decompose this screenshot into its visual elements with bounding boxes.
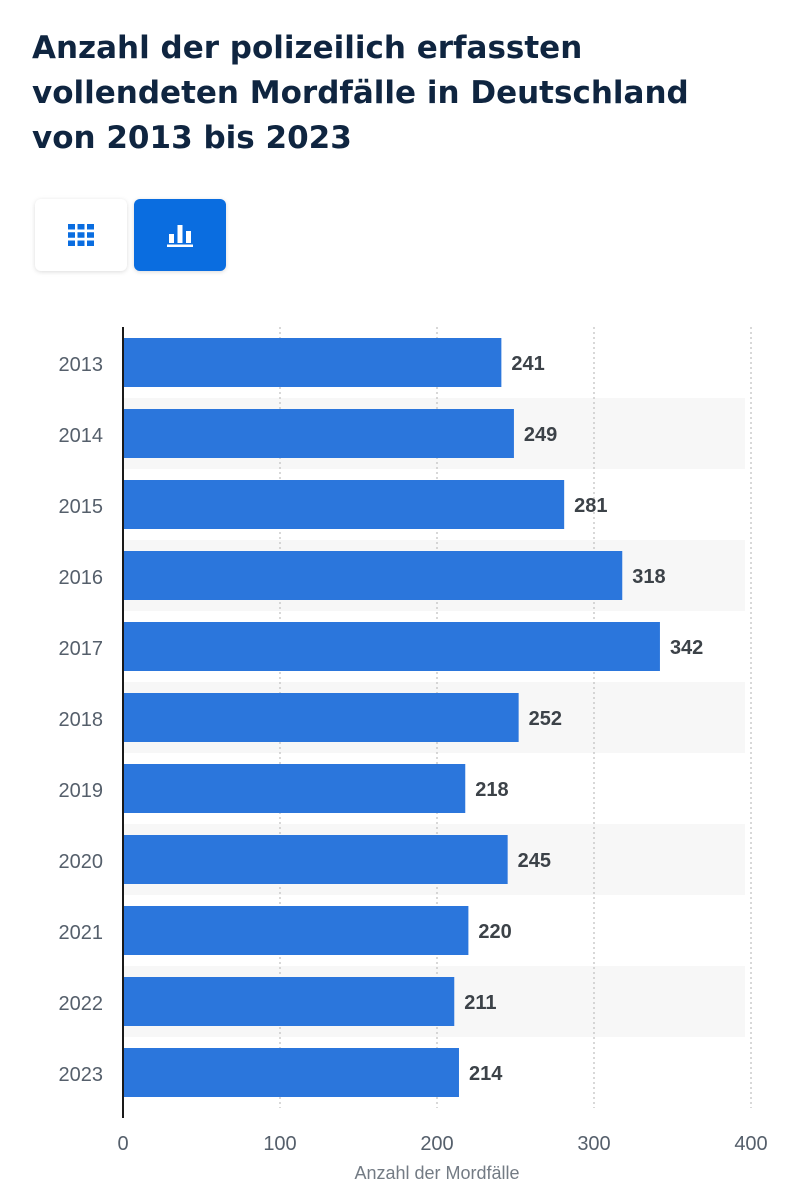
bar-2022[interactable] [123,977,455,1026]
y-tick-label-2013: 2013 [59,354,104,376]
data-label-2014: 249 [524,424,557,446]
x-axis-title: Anzahl der Mordfälle [354,1163,519,1183]
bar-2014[interactable] [123,409,514,458]
y-tick-label-2017: 2017 [59,638,104,660]
x-tick-label: 200 [420,1133,453,1155]
bar-2016[interactable] [123,551,623,600]
y-tick-label-2021: 2021 [59,922,104,944]
chart-title: Anzahl der polizeilich erfassten vollend… [32,30,689,156]
grid-icon [68,224,94,246]
data-label-2022: 211 [464,992,496,1014]
y-tick-label-2016: 2016 [59,567,104,589]
bar-2019[interactable] [123,764,466,813]
data-label-2013: 241 [511,353,544,375]
bar-chart-icon [167,225,193,247]
data-label-2019: 218 [475,779,508,801]
chart-view-button[interactable] [134,199,226,271]
y-tick-label-2020: 2020 [59,851,104,873]
bar-2021[interactable] [123,906,469,955]
y-tick-label-2019: 2019 [59,780,104,802]
data-label-2021: 220 [478,921,511,943]
bar-chart: 241 249 281 318 342 252 218 245 220 211 214 0 100 20… [59,327,768,1183]
y-tick-label-2015: 2015 [59,496,104,518]
bar-2020[interactable] [123,835,508,884]
bar-2015[interactable] [123,480,565,529]
y-tick-label-2022: 2022 [59,993,104,1015]
bar-2023[interactable] [123,1048,459,1097]
data-label-2015: 281 [574,495,607,517]
x-tick-label: 300 [577,1133,610,1155]
bar-2018[interactable] [123,693,519,742]
y-tick-label-2014: 2014 [59,425,104,447]
bar-2013[interactable] [123,338,502,387]
data-label-2017: 342 [670,637,703,659]
data-label-2020: 245 [518,850,551,872]
x-tick-label: 100 [263,1133,296,1155]
y-tick-label-2023: 2023 [59,1064,104,1086]
data-label-2018: 252 [529,708,562,730]
data-label-2016: 318 [632,566,665,588]
table-view-button[interactable] [35,199,127,271]
x-tick-label: 400 [734,1133,767,1155]
data-label-2023: 214 [469,1063,503,1085]
x-tick-label: 0 [117,1133,128,1155]
y-tick-label-2018: 2018 [59,709,104,731]
bar-2017[interactable] [123,622,660,671]
